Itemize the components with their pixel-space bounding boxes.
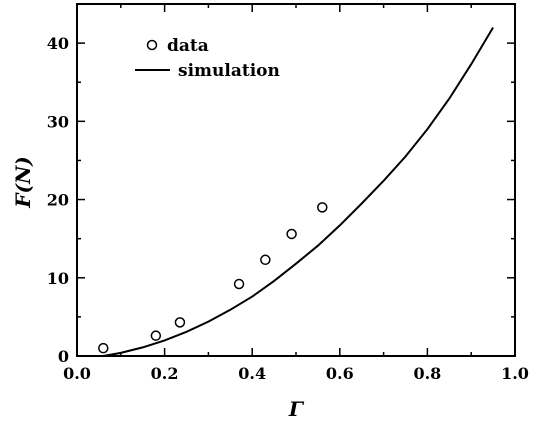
data-point [286, 228, 297, 240]
y-tick-labels: 0 10 20 30 40 [47, 34, 69, 366]
x-tick-label: 0.2 [151, 364, 179, 383]
plot-frame [76, 3, 516, 357]
data-point [233, 278, 245, 290]
data-points [98, 202, 328, 354]
x-tick-labels: 0.0 0.2 0.4 0.6 0.8 1.0 [63, 364, 529, 383]
y-tick-label: 20 [47, 191, 69, 210]
y-tick-label: 10 [47, 269, 69, 288]
legend-data-marker [146, 39, 158, 51]
y-tick-label: 0 [58, 347, 69, 366]
data-point [317, 202, 328, 213]
x-tick-label: 0.8 [413, 364, 441, 383]
data-point [98, 342, 109, 354]
x-tick-label: 1.0 [501, 364, 529, 383]
legend-simulation-label: simulation [178, 61, 280, 81]
y-axis-label: F(N) [11, 156, 35, 208]
data-point [260, 254, 271, 266]
data-point [174, 317, 186, 328]
x-tick-label: 0.4 [238, 364, 266, 383]
axis-ticks [76, 3, 516, 357]
y-tick-label: 40 [47, 34, 69, 53]
x-axis-label: Γ [288, 397, 305, 421]
data-point [150, 330, 162, 341]
legend-data-label: data [167, 36, 209, 56]
legend: data simulation [135, 36, 280, 81]
simulation-line [103, 26, 494, 357]
x-tick-label: 0.6 [326, 364, 354, 383]
y-tick-label: 30 [47, 112, 69, 131]
x-tick-label: 0.0 [63, 364, 91, 383]
